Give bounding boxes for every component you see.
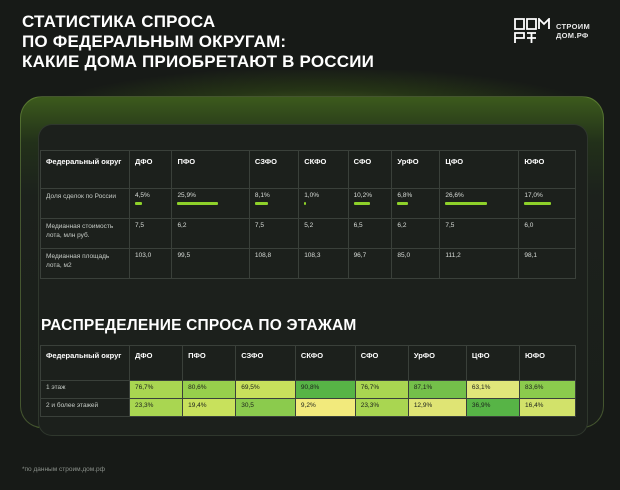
table-cell: 6,2	[171, 218, 250, 249]
table-cell: 6,0	[518, 218, 576, 249]
column-header: СФО	[354, 345, 409, 381]
logo-text: СТРОИМ ДОМ.РФ	[556, 22, 590, 40]
table-cell: 17,0%	[518, 188, 576, 219]
cell-value: 4,5%	[135, 192, 150, 199]
corner-header: Федеральный округ	[40, 345, 130, 381]
domrf-logo[interactable]: СТРОИМ ДОМ.РФ	[514, 16, 590, 44]
column-header: ЮФО	[519, 345, 576, 381]
column-header: СЗФО	[235, 345, 296, 381]
column-header: ЮФО	[518, 150, 576, 189]
district-stats-table: Федеральный округ ДФО ПФО СЗФО СКФО СФО …	[40, 150, 576, 279]
row-label: 1 этаж	[40, 380, 130, 399]
heat-cell: 83,6%	[519, 380, 576, 399]
column-header: ПФО	[171, 150, 250, 189]
table-cell: 6,2	[391, 218, 441, 249]
heat-cell: 19,4%	[182, 398, 237, 417]
table-row: 1 этаж 76,7% 80,6% 69,5% 90,8% 76,7% 87,…	[40, 380, 576, 399]
column-header: УрФО	[391, 150, 441, 189]
heat-cell: 23,3%	[128, 398, 184, 417]
share-bar	[397, 202, 409, 205]
table-cell: 6,5	[347, 218, 393, 249]
column-header: ДФО	[128, 150, 173, 189]
row-label: Медианная площадь лота, м2	[40, 248, 130, 279]
cell-value: 25,9%	[177, 192, 196, 199]
heat-cell: 69,5%	[235, 380, 296, 399]
heat-cell: 76,7%	[128, 380, 184, 399]
row-label: Медианная стоимость лота, млн руб.	[40, 218, 130, 249]
share-bar	[177, 202, 219, 205]
column-header: ЦФО	[465, 345, 521, 381]
table-row: Доля сделок по России 4,5% 25,9% 8,1% 1,…	[40, 188, 576, 219]
page-title: Статистика спроса по федеральным округам…	[22, 12, 442, 72]
section-title: РАСПРЕДЕЛЕНИЕ СПРОСА ПО ЭТАЖАМ	[41, 317, 357, 334]
share-bar	[254, 202, 268, 205]
table-cell: 111,2	[439, 248, 520, 279]
table-cell: 103,0	[128, 248, 173, 279]
table-cell: 7,5	[248, 218, 300, 249]
logo-line-1: СТРОИМ	[556, 22, 590, 31]
heat-cell: 76,7%	[354, 380, 409, 399]
column-header: ПФО	[182, 345, 237, 381]
heat-cell: 80,6%	[182, 380, 237, 399]
table-row: 2 и более этажей 23,3% 19,4% 30,5 9,2% 2…	[40, 398, 576, 417]
column-header: УрФО	[407, 345, 467, 381]
table-header-row: Федеральный округ ДФО ПФО СЗФО СКФО СФО …	[40, 345, 576, 381]
cell-value: 17,0%	[524, 192, 543, 199]
cell-value: 26,6%	[445, 192, 464, 199]
table-cell: 7,5	[128, 218, 173, 249]
table-cell: 96,7	[347, 248, 393, 279]
table-cell: 8,1%	[248, 188, 300, 219]
domrf-logo-icon	[514, 16, 550, 44]
heat-cell: 63,1%	[465, 380, 521, 399]
column-header: СКФО	[294, 345, 356, 381]
heat-cell: 87,1%	[407, 380, 467, 399]
title-line-2: по федеральным округам:	[22, 32, 287, 51]
table-cell: 7,5	[439, 218, 520, 249]
table-cell: 25,9%	[171, 188, 250, 219]
column-header: СКФО	[298, 150, 349, 189]
table-row: Медианная площадь лота, м2 103,0 99,5 10…	[40, 248, 576, 279]
cell-value: 8,1%	[254, 192, 270, 199]
heat-cell: 9,2%	[294, 398, 356, 417]
heat-cell: 12,9%	[407, 398, 467, 417]
share-bar	[135, 202, 142, 205]
table-cell: 26,6%	[439, 188, 520, 219]
cell-value: 6,8%	[397, 192, 413, 199]
table-row: Медианная стоимость лота, млн руб. 7,5 6…	[40, 218, 576, 249]
heat-cell: 36,9%	[465, 398, 521, 417]
table-cell: 108,3	[298, 248, 349, 279]
table-cell: 108,8	[248, 248, 300, 279]
heat-cell: 16,4%	[519, 398, 576, 417]
share-bar	[353, 202, 370, 205]
table-cell: 99,5	[171, 248, 250, 279]
column-header: СЗФО	[248, 150, 300, 189]
column-header: ДФО	[128, 345, 184, 381]
row-label: 2 и более этажей	[40, 398, 130, 417]
table-header-row: Федеральный округ ДФО ПФО СЗФО СКФО СФО …	[40, 150, 576, 189]
title-line-3: какие дома приобретают в России	[22, 52, 375, 71]
heat-cell: 30,5	[235, 398, 296, 417]
title-line-1: Статистика спроса	[22, 12, 216, 31]
table-cell: 85,0	[391, 248, 441, 279]
footnote: *по данным строим.дом.рф	[22, 466, 106, 473]
share-bar	[524, 202, 552, 205]
table-cell: 6,8%	[391, 188, 441, 219]
table-cell: 5,2	[298, 218, 349, 249]
table-cell: 1,0%	[298, 188, 349, 219]
column-header: ЦФО	[439, 150, 520, 189]
column-header: СФО	[347, 150, 393, 189]
heat-cell: 23,3%	[354, 398, 409, 417]
floor-distribution-table: Федеральный округ ДФО ПФО СЗФО СКФО СФО …	[40, 345, 576, 417]
logo-line-2: ДОМ.РФ	[556, 31, 589, 40]
table-cell: 4,5%	[128, 188, 173, 219]
table-cell: 98,1	[518, 248, 576, 279]
share-bar	[304, 202, 307, 205]
heat-cell: 90,8%	[294, 380, 356, 399]
share-bar	[445, 202, 488, 205]
cell-value: 1,0%	[304, 192, 320, 199]
row-label: Доля сделок по России	[40, 188, 130, 219]
table-cell: 10,2%	[347, 188, 393, 219]
cell-value: 10,2%	[353, 192, 372, 199]
corner-header: Федеральный округ	[40, 150, 130, 189]
